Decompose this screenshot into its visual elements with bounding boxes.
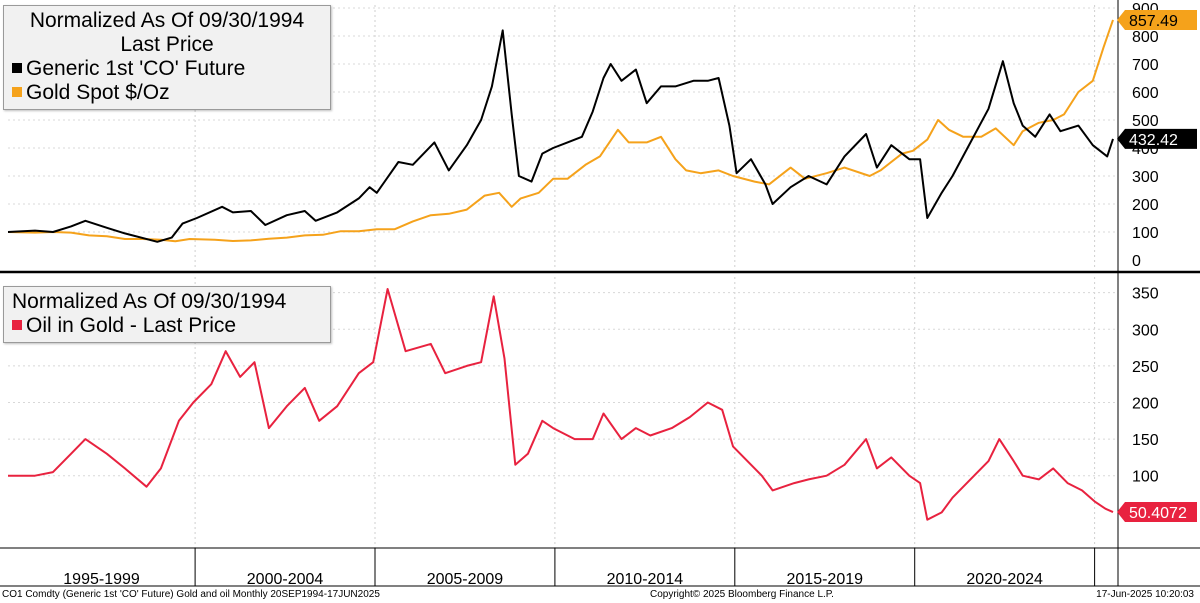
top-y-tick-0: 0 <box>1132 253 1141 270</box>
gold-last-value-badge: 857.49 <box>1117 10 1197 30</box>
gold-last-value-badge-text: 857.49 <box>1129 13 1178 30</box>
bottom-legend: Normalized As Of 09/30/1994 Oil in Gold … <box>3 286 331 343</box>
legend-item-oil: Generic 1st 'CO' Future <box>12 57 322 81</box>
bottom-y-tick-2: 200 <box>1132 396 1159 413</box>
top-y-tick-7: 700 <box>1132 57 1159 74</box>
footer-copyright: Copyright© 2025 Bloomberg Finance L.P. <box>650 589 834 600</box>
top-y-tick-6: 600 <box>1132 85 1159 102</box>
top-y-tick-2: 200 <box>1132 197 1159 214</box>
bottom-y-tick-5: 350 <box>1132 286 1159 303</box>
legend-item-gold: Gold Spot $/Oz <box>12 81 322 105</box>
top-y-tick-3: 300 <box>1132 169 1159 186</box>
legend-label-ratio: Oil in Gold - Last Price <box>26 314 237 337</box>
oil-series-line <box>7 29 1114 243</box>
bottom-y-tick-4: 300 <box>1132 322 1159 339</box>
bottom-y-tick-3: 250 <box>1132 359 1159 376</box>
gold-series-line <box>7 19 1114 243</box>
footer-source: CO1 Comdty (Generic 1st 'CO' Future) Gol… <box>2 589 380 600</box>
x-tick-label-1: 2000-2004 <box>247 571 324 588</box>
x-tick-label-0: 1995-1999 <box>63 571 140 588</box>
footer-timestamp: 17-Jun-2025 10:20:03 <box>1096 589 1194 600</box>
top-legend-title: Normalized As Of 09/30/1994 <box>29 9 305 32</box>
ratio-swatch <box>12 320 22 330</box>
x-tick-label-3: 2010-2014 <box>607 571 684 588</box>
bottom-legend-title: Normalized As Of 09/30/1994 <box>12 290 287 313</box>
legend-item-ratio: Oil in Gold - Last Price <box>12 314 322 338</box>
top-legend-subtitle: Last Price <box>120 33 214 56</box>
oil-last-value-badge-shape <box>1117 128 1197 149</box>
x-tick-label-4: 2015-2019 <box>787 571 864 588</box>
x-tick-label-5: 2020-2024 <box>966 571 1043 588</box>
ratio-series-line <box>8 288 1114 521</box>
x-tick-label-2: 2005-2009 <box>427 571 504 588</box>
top-y-tick-8: 800 <box>1132 29 1159 46</box>
ratio-last-value-badge: 50.4072 <box>1117 502 1197 523</box>
bottom-y-tick-0: 100 <box>1132 469 1159 486</box>
gold-last-value-badge-shape <box>1117 10 1197 30</box>
oil-last-value-badge: 432.42 <box>1117 128 1197 149</box>
legend-label-oil: Generic 1st 'CO' Future <box>26 57 246 80</box>
oil-last-value-badge-text: 432.42 <box>1129 132 1178 149</box>
ratio-last-value-badge-text: 50.4072 <box>1129 505 1187 522</box>
gold-swatch <box>12 87 22 97</box>
top-y-tick-5: 500 <box>1132 113 1159 130</box>
legend-label-gold: Gold Spot $/Oz <box>26 81 170 104</box>
bottom-y-tick-1: 150 <box>1132 432 1159 449</box>
ratio-last-value-badge-shape <box>1117 502 1197 523</box>
top-y-tick-1: 100 <box>1132 225 1159 242</box>
oil-swatch <box>12 63 22 73</box>
top-legend: Normalized As Of 09/30/1994 Last Price G… <box>3 5 331 110</box>
